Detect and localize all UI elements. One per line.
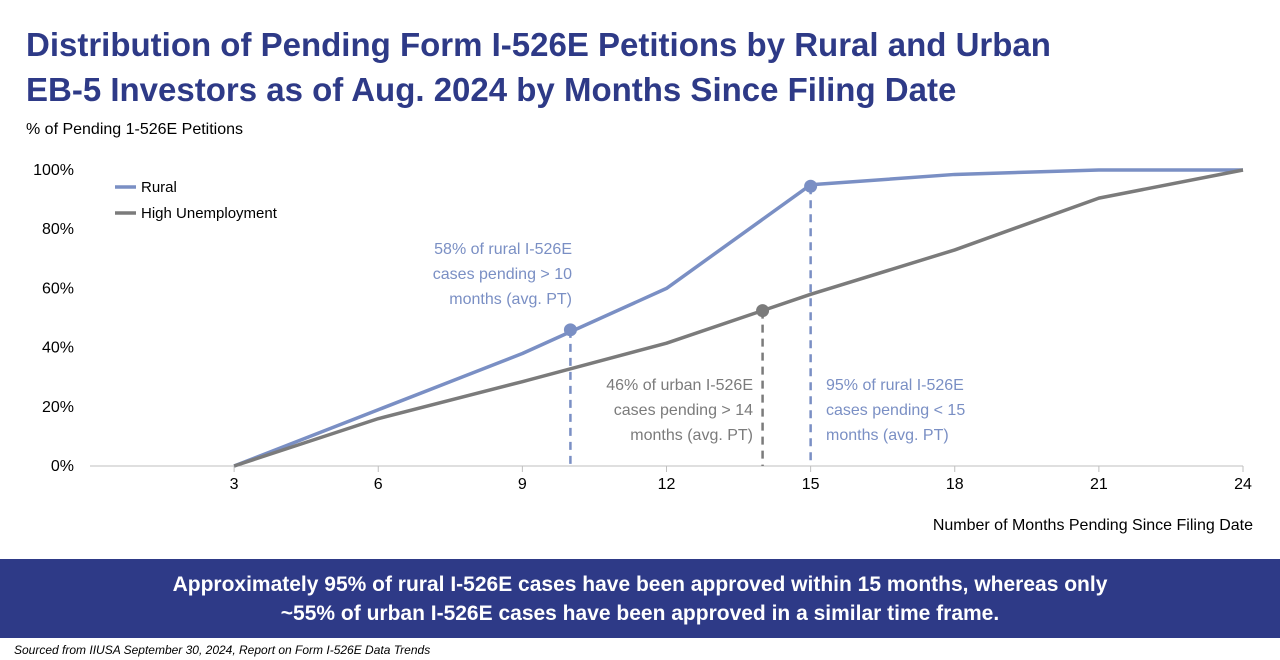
x-tick-label: 18 bbox=[946, 476, 964, 493]
annotation-text: 95% of rural I-526E bbox=[826, 377, 964, 394]
y-tick-label: 80% bbox=[42, 221, 74, 238]
x-tick-label: 3 bbox=[230, 476, 239, 493]
y-tick-label: 100% bbox=[33, 162, 74, 179]
series-line-rural bbox=[233, 168, 1243, 468]
x-tick-label: 6 bbox=[374, 476, 383, 493]
annotation-text: 46% of urban I-526E bbox=[606, 377, 753, 394]
x-tick-label: 15 bbox=[802, 476, 820, 493]
data-point-marker bbox=[804, 179, 818, 193]
chart-title-line-1: Distribution of Pending Form I-526E Peti… bbox=[26, 26, 1051, 63]
line-chart: 0% 20% 40% 60% 80% 100% 3 6 9 12 15 18 21 24 Number of… bbox=[33, 162, 1253, 534]
x-tick-label: 9 bbox=[518, 476, 527, 493]
annotation-text: cases pending > 14 bbox=[614, 402, 753, 419]
annotation-text: months (avg. PT) bbox=[826, 427, 949, 444]
data-point-marker bbox=[563, 323, 577, 337]
y-axis-title: % of Pending 1-526E Petitions bbox=[26, 121, 244, 138]
x-tick-label: 21 bbox=[1090, 476, 1108, 493]
x-tick-label: 24 bbox=[1234, 476, 1252, 493]
series-line-high-unemployment bbox=[233, 168, 1244, 468]
annotation-text: months (avg. PT) bbox=[449, 291, 572, 308]
annotation-text: cases pending > 10 bbox=[433, 266, 572, 283]
summary-banner-line-2: ~55% of urban I-526E cases have been app… bbox=[280, 602, 1000, 625]
chart-title: Distribution of Pending Form I-526E Peti… bbox=[26, 22, 1246, 112]
y-tick-label: 0% bbox=[51, 458, 74, 475]
x-axis-title: Number of Months Pending Since Filing Da… bbox=[933, 517, 1253, 534]
summary-banner: Approximately 95% of rural I-526E cases … bbox=[0, 559, 1280, 638]
x-tick-label: 12 bbox=[658, 476, 676, 493]
y-tick-label: 60% bbox=[42, 280, 74, 297]
annotation-text: 58% of rural I-526E bbox=[434, 241, 572, 258]
legend-label-rural: Rural bbox=[141, 179, 177, 196]
data-point-marker bbox=[756, 304, 770, 318]
annotation-text: months (avg. PT) bbox=[630, 427, 753, 444]
summary-banner-line-1: Approximately 95% of rural I-526E cases … bbox=[172, 573, 1108, 596]
legend-label-high-unemployment: High Unemployment bbox=[141, 205, 278, 222]
annotation-text: cases pending < 15 bbox=[826, 402, 965, 419]
source-note: Sourced from IIUSA September 30, 2024, R… bbox=[14, 643, 431, 657]
chart-title-line-2: EB-5 Investors as of Aug. 2024 by Months… bbox=[26, 71, 957, 108]
y-tick-label: 40% bbox=[42, 340, 74, 357]
y-tick-label: 20% bbox=[42, 399, 74, 416]
